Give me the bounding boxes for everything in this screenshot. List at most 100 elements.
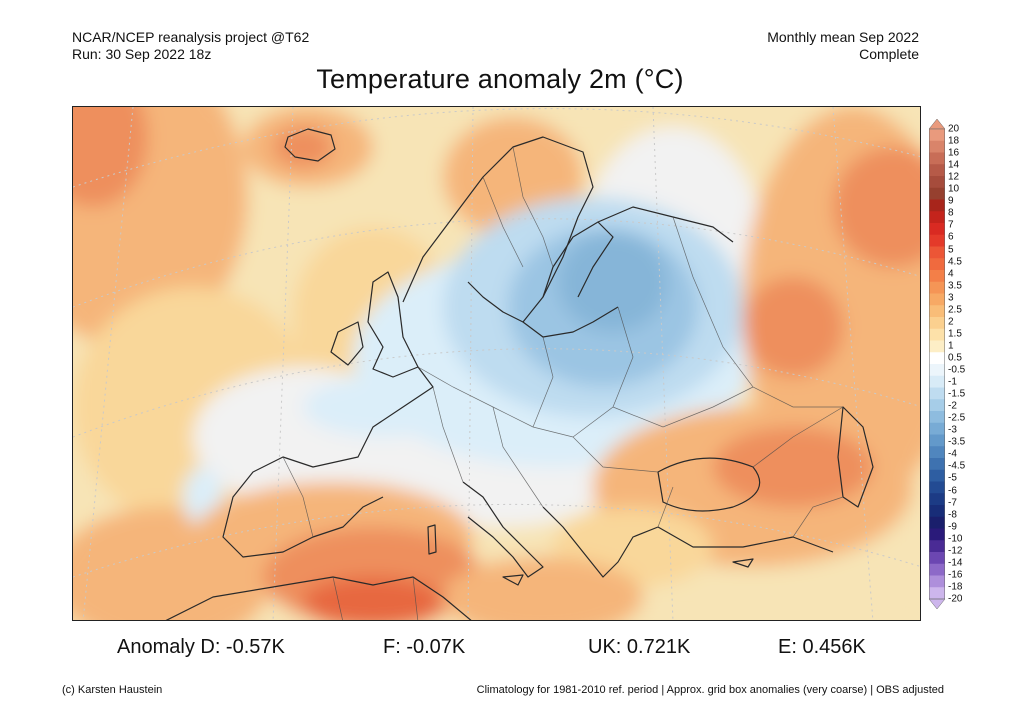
anomaly-uk: UK: 0.721K [588,636,691,658]
colorbar-tick-label: -7 [948,497,957,509]
colorbar-tick-label: 20 [948,123,960,135]
colorbar-tick-label: -3 [948,424,957,436]
colorbar-swatch [929,481,945,494]
country-borders [282,146,844,620]
colorbar-tick-label: 12 [948,171,960,183]
colorbar-tick-label: -1 [948,376,957,388]
colorbar-bottom-arrow [929,598,945,609]
colorbar-tick-label: 14 [948,159,960,171]
colorbar-tick-label: -20 [948,593,963,605]
colorbar-tick-label: 2 [948,316,954,328]
colorbar-swatch [929,234,945,247]
colorbar-swatch [929,164,945,177]
colorbar [929,119,945,609]
colorbar-swatch [929,516,945,529]
colorbar-tick-label: -16 [948,569,963,581]
colorbar-swatch [929,258,945,271]
colorbar-swatch [929,176,945,189]
colorbar-swatch [929,469,945,482]
colorbar-tick-label: 4.5 [948,256,962,268]
colorbar-tick-label: -1.5 [948,388,966,400]
colorbar-swatch [929,364,945,377]
colorbar-swatch [929,352,945,365]
colorbar-tick-label: 4 [948,268,954,280]
colorbar-swatch [929,375,945,388]
colorbar-swatch [929,281,945,294]
colorbar-tick-label: -6 [948,485,957,497]
colorbar-swatch [929,246,945,259]
colorbar-swatch [929,270,945,283]
colorbar-swatch [929,505,945,518]
anomaly-field [73,107,920,620]
map-title: Temperature anomaly 2m (°C) [316,64,684,94]
colorbar-tick-label: 2.5 [948,304,962,316]
anomaly-france: F: -0.07K [383,636,466,658]
colorbar-tick-label: 3.5 [948,280,962,292]
colorbar-swatch [929,493,945,506]
colorbar-labels: 20 18 16 14 12 10 9 8 7 6 5 4.5 4 3.5 3 2.5 2 1.5 1 0.5 -0.5… [948,119,988,609]
colorbar-tick-label: -4.5 [948,460,966,472]
dataset-label: NCAR/NCEP reanalysis project @T62 [72,29,310,45]
colorbar-tick-label: -0.5 [948,364,966,376]
colorbar-tick-label: 1 [948,340,954,352]
colorbar-swatch [929,223,945,236]
colorbar-swatch [929,563,945,576]
colorbar-tick-label: -9 [948,521,957,533]
colorbar-swatch [929,199,945,212]
colorbar-swatch [929,458,945,471]
colorbar-tick-label: -2 [948,400,957,412]
anomaly-summary: Anomaly D: -0.57K F: -0.07K UK: 0.721K E… [0,636,1024,662]
credit-text: (c) Karsten Haustein [62,684,163,696]
colorbar-swatch [929,140,945,153]
coastlines [165,128,874,620]
colorbar-swatch [929,411,945,424]
colorbar-swatch [929,540,945,553]
colorbar-swatch [929,293,945,306]
colorbar-swatch [929,340,945,353]
colorbar-tick-label: 0.5 [948,352,962,364]
colorbar-tick-label: -4 [948,448,957,460]
colorbar-tick-label: 18 [948,135,960,147]
colorbar-swatch [929,587,945,600]
colorbar-tick-label: 5 [948,244,954,255]
status-label: Complete [859,46,919,62]
colorbar-swatch [929,422,945,435]
colorbar-tick-label: 9 [948,195,954,207]
colorbar-tick-label: 7 [948,219,954,231]
colorbar-tick-label: -12 [948,545,963,557]
colorbar-swatch [929,575,945,588]
run-label: Run: 30 Sep 2022 18z [72,46,212,62]
colorbar-swatch [929,434,945,447]
colorbar-swatch [929,129,945,142]
colorbar-tick-label: 10 [948,183,960,195]
graticule [73,107,920,620]
colorbar-tick-label: 1.5 [948,328,962,340]
colorbar-tick-label: -5 [948,472,957,484]
anomaly-europe: E: 0.456K [778,636,866,658]
colorbar-tick-label: 16 [948,147,960,159]
colorbar-tick-label: -3.5 [948,436,966,448]
colorbar-swatch [929,187,945,200]
climatology-note: Climatology for 1981-2010 ref. period | … [476,684,944,696]
colorbar-swatch [929,446,945,459]
colorbar-tick-label: -2.5 [948,412,966,424]
header-left: NCAR/NCEP reanalysis project @T62 Run: 3… [72,29,309,63]
colorbar-swatch [929,211,945,224]
period-label: Monthly mean Sep 2022 [767,29,919,45]
colorbar-swatch [929,328,945,341]
anomaly-germany: Anomaly D: -0.57K [117,636,285,658]
map-canvas [73,107,920,620]
colorbar-tick-label: -18 [948,581,963,593]
colorbar-tick-label: 8 [948,207,954,219]
anomaly-map [72,106,921,621]
colorbar-swatch [929,552,945,565]
colorbar-swatch [929,152,945,165]
colorbar-swatch [929,317,945,330]
colorbar-tick-label: 6 [948,231,954,243]
colorbar-tick-label: -10 [948,533,963,545]
colorbar-frame [929,128,945,600]
colorbar-tick-label: -14 [948,557,963,569]
header-right: Monthly mean Sep 2022 Complete [767,29,919,63]
colorbar-swatch [929,387,945,400]
colorbar-swatch [929,399,945,412]
